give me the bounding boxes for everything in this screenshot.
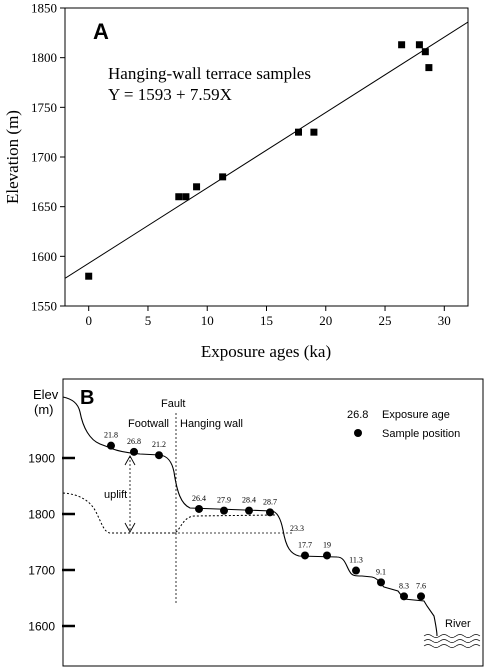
- sample-markers: 21.8 26.8 21.2 26.4 27.9 28.4 28.7 17.7 19 11.3 9.…: [104, 431, 426, 601]
- y-tick-label: 1800: [31, 50, 57, 65]
- sample-age-label: 21.2: [152, 440, 166, 449]
- sample-marker: [417, 592, 425, 601]
- sample-age-label: 28.4: [242, 496, 256, 505]
- x-tick-label: 25: [379, 313, 392, 328]
- elev-unit-label: (m): [34, 402, 54, 417]
- river-wave: [423, 644, 481, 648]
- age-label-standalone: 23.3: [290, 524, 304, 533]
- sample-marker: [400, 592, 408, 601]
- sample-marker: [155, 451, 163, 460]
- sample-marker: [301, 551, 309, 560]
- y-tick-label: 1650: [31, 199, 57, 214]
- elevation-ticks: 1900 1800 1700 1600: [28, 452, 75, 634]
- sample-age-label: 26.4: [192, 494, 206, 503]
- sample-age-label: 19: [323, 540, 331, 549]
- river-wave: [423, 634, 481, 638]
- x-tick-label: 10: [201, 313, 214, 328]
- hanging-wall-label: Hanging wall: [180, 418, 243, 430]
- x-tick-label: 15: [260, 313, 273, 328]
- uplift-arrow-head-top: [124, 455, 136, 466]
- sample-marker: [195, 504, 203, 513]
- uplift-arrow-head-bottom: [124, 522, 136, 533]
- panel-a-label: A: [93, 19, 109, 44]
- sample-age-label: 27.9: [217, 496, 231, 505]
- sample-age-label: 7.6: [416, 581, 426, 590]
- sample-marker: [107, 441, 115, 450]
- sample-marker: [245, 506, 253, 515]
- axis-ticks: 0 5 10 15 20 25 30 1550 1600 1650 1700 1750 1800 1850: [31, 1, 451, 329]
- x-tick-label: 0: [85, 313, 92, 328]
- x-tick-label: 5: [145, 313, 152, 328]
- river-waves: [423, 634, 481, 648]
- panel-b-legend: 26.8 Exposure age Sample position: [347, 409, 460, 440]
- sample-marker: [266, 508, 274, 517]
- scatter-points: [85, 41, 433, 280]
- y-tick-label: 1700: [31, 150, 57, 165]
- panel-b-frame: [62, 378, 484, 667]
- river-label: River: [445, 618, 471, 630]
- legend-sample-marker: [354, 429, 362, 437]
- x-tick-label: 20: [319, 313, 332, 328]
- y-tick-label: 1850: [31, 1, 57, 16]
- panel-a-plot-frame: [64, 7, 469, 307]
- elev-axis-label: Elev: [33, 387, 59, 402]
- fault-label: Fault: [161, 398, 185, 410]
- sample-age-label: 11.3: [349, 556, 363, 565]
- scatter-point: [219, 173, 227, 181]
- x-axis-title: Exposure ages (ka): [201, 342, 331, 361]
- uplift-label: uplift: [104, 489, 127, 501]
- x-tick-label: 30: [438, 313, 451, 328]
- sample-age-label: 28.7: [263, 497, 277, 506]
- scatter-point: [415, 41, 423, 49]
- panel-a: 0 5 10 15 20 25 30 1550 1600 1650 1700 1750 1800 1850…: [3, 1, 469, 361]
- scatter-point: [85, 272, 93, 280]
- scatter-point: [182, 193, 190, 201]
- sample-marker: [323, 551, 331, 560]
- river-wave: [423, 639, 481, 643]
- sample-age-label: 8.3: [399, 581, 409, 590]
- elevation-tick-label: 1600: [28, 620, 55, 634]
- y-tick-label: 1550: [31, 299, 57, 314]
- elevation-tick-label: 1800: [28, 508, 55, 522]
- fit-line: [65, 21, 468, 279]
- annotation-text: Hanging-wall terrace samples: [108, 64, 311, 83]
- elevation-tick-label: 1700: [28, 564, 55, 578]
- y-tick-label: 1750: [31, 100, 57, 115]
- y-tick-label: 1600: [31, 249, 57, 264]
- terrain-profile: [62, 396, 438, 637]
- sample-age-label: 17.7: [298, 540, 312, 549]
- scatter-point: [310, 128, 318, 136]
- scatter-point: [398, 41, 406, 49]
- pre-uplift-profile: [62, 492, 277, 534]
- sample-marker: [220, 506, 228, 515]
- sample-marker: [352, 566, 360, 575]
- legend-age-example: 26.8: [347, 409, 368, 421]
- sample-age-label: 26.8: [127, 437, 141, 446]
- y-axis-title: Elevation (m): [3, 110, 22, 204]
- panel-b-label: B: [80, 387, 94, 409]
- scatter-point: [175, 193, 183, 201]
- fit-line-layer: [65, 21, 468, 279]
- scatter-point: [421, 48, 429, 56]
- scatter-point: [425, 64, 433, 72]
- legend-sample-text: Sample position: [382, 428, 460, 440]
- footwall-label: Footwall: [128, 418, 169, 430]
- equation-text: Y = 1593 + 7.59X: [108, 85, 232, 104]
- sample-marker: [130, 447, 138, 456]
- scatter-point: [295, 128, 303, 136]
- sample-marker: [377, 578, 385, 587]
- elevation-tick-label: 1900: [28, 452, 55, 466]
- panel-b: B Elev (m) 1900 1800 1700 1600 Fault Footwa…: [28, 378, 484, 667]
- sample-age-label: 9.1: [376, 567, 386, 576]
- sample-age-label: 21.8: [104, 431, 118, 440]
- scatter-point: [193, 183, 201, 191]
- legend-age-text: Exposure age: [382, 409, 450, 421]
